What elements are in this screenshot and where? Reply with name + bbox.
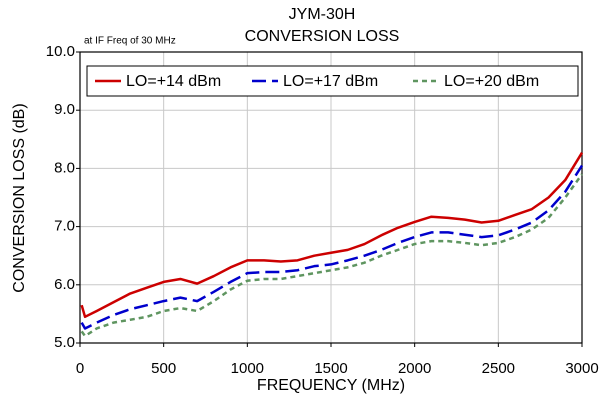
y-tick-label: 8.0: [54, 159, 75, 176]
x-tick-label: 1000: [231, 360, 264, 377]
x-tick-label: 3000: [565, 360, 598, 377]
y-tick-label: 6.0: [54, 276, 75, 293]
series-line: [80, 173, 584, 338]
y-tick-label: 9.0: [54, 101, 75, 118]
series-line: [80, 152, 584, 319]
y-tick-label: 10.0: [46, 43, 75, 60]
legend-label: LO=+17 dBm: [283, 73, 378, 90]
series-line: [80, 164, 584, 330]
chart-subtitle: CONVERSION LOSS: [245, 28, 400, 45]
annotation: at IF Freq of 30 MHz: [84, 36, 176, 47]
legend-label: LO=+20 dBm: [444, 73, 539, 90]
plot-frame: [79, 51, 583, 344]
x-tick-label: 2500: [482, 360, 515, 377]
legend-box: [86, 65, 579, 97]
x-tick-label: 1500: [314, 360, 347, 377]
y-tick-label: 7.0: [54, 218, 75, 235]
x-tick-label: 2000: [398, 360, 431, 377]
y-axis-label: CONVERSION LOSS (dB): [11, 103, 28, 292]
x-axis-label: FREQUENCY (MHz): [257, 377, 405, 394]
x-tick-label: 0: [76, 360, 84, 377]
x-tick-label: 500: [151, 360, 176, 377]
chart-title: JYM-30H: [289, 6, 356, 23]
y-tick-label: 5.0: [54, 334, 75, 351]
legend-label: LO=+14 dBm: [126, 73, 221, 90]
